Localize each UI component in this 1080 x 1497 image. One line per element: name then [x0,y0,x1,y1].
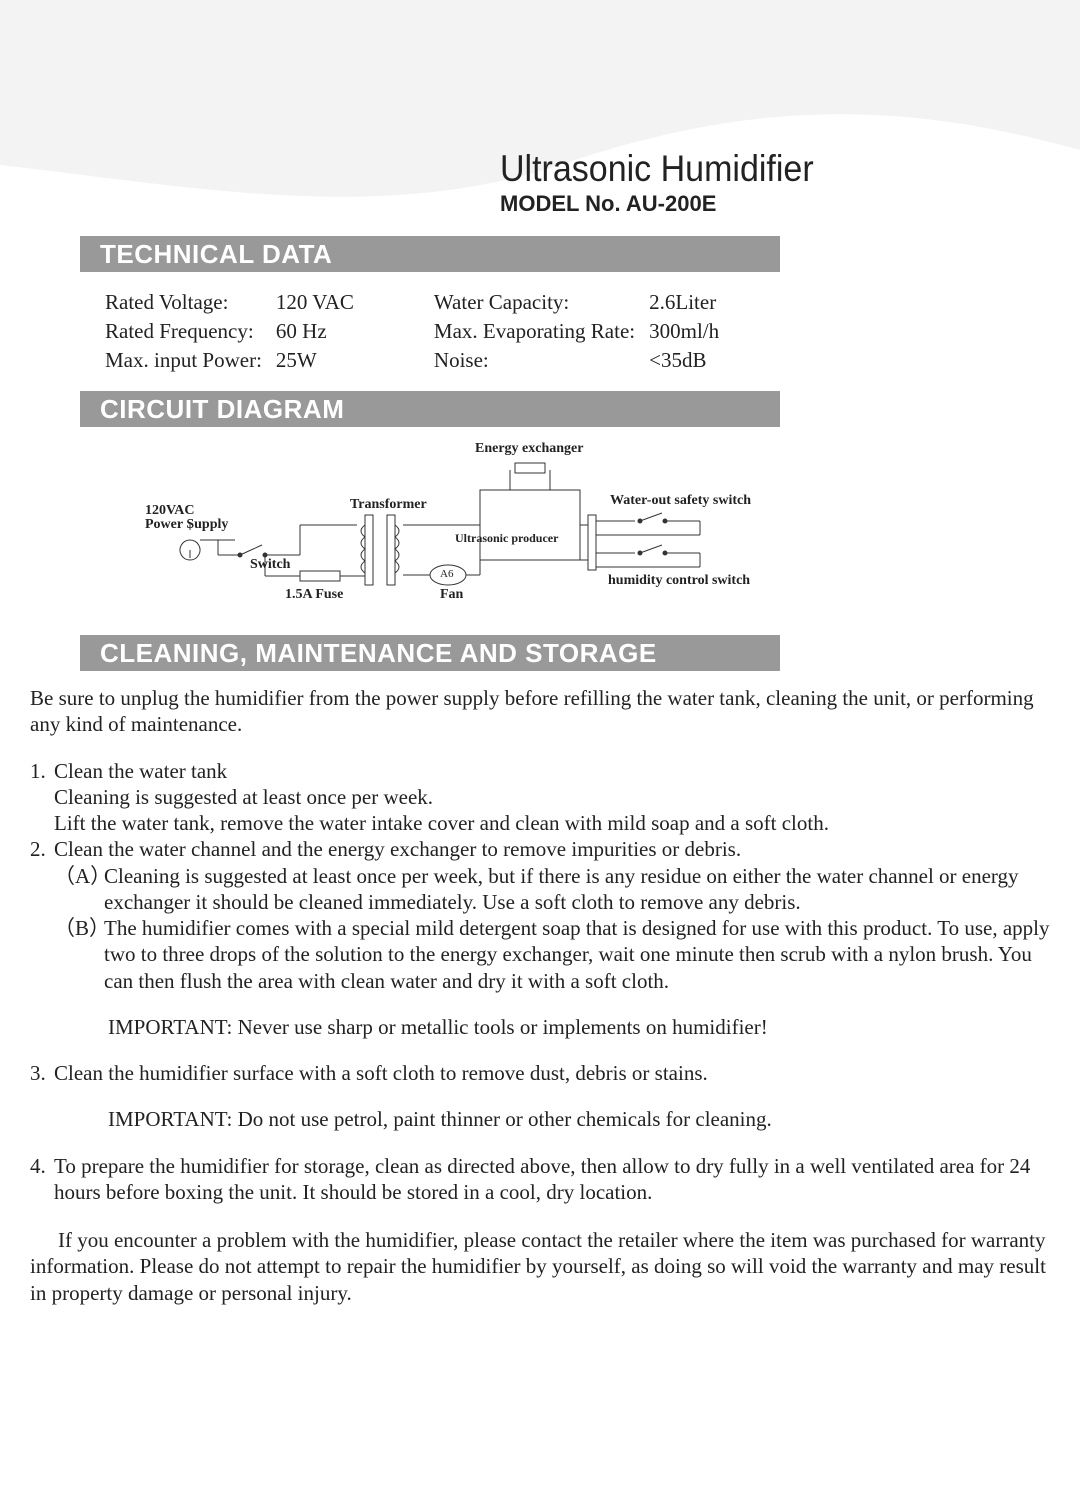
header-swoosh-area: Ultrasonic Humidifier MODEL No. AU-200E [0,0,1080,230]
tech-value: 120 VAC [276,290,354,315]
diagram-label: Ultrasonic producer [455,531,558,546]
section-title: CLEANING, MAINTENANCE AND STORAGE [100,638,657,669]
tech-col-left: Rated Voltage: Rated Frequency: Max. inp… [105,290,354,373]
important-note: IMPORTANT: Never use sharp or metallic t… [108,1014,1050,1040]
tech-label: Rated Voltage: [105,290,262,315]
tech-value: 300ml/h [649,319,719,344]
item1-line: Cleaning is suggested at least once per … [54,784,1050,810]
tech-value: 25W [276,348,354,373]
sub-letter: （B） [54,915,104,994]
diagram-label: humidity control switch [608,573,750,589]
diagram-label: Water-out safety switch [610,493,751,509]
section-title: TECHNICAL DATA [100,239,332,270]
list-number: 2. [30,836,54,862]
tech-label: Max. Evaporating Rate: [434,319,635,344]
list-number: 3. [30,1060,54,1086]
item2-A: Cleaning is suggested at least once per … [104,863,1050,916]
content: TECHNICAL DATA Rated Voltage: Rated Freq… [0,236,1080,1306]
section-bar-circuit: CIRCUIT DIAGRAM [80,391,780,427]
list-number: 1. [30,758,54,784]
footer-paragraph: If you encounter a problem with the humi… [30,1227,1050,1306]
important-note: IMPORTANT: Do not use petrol, paint thin… [108,1106,1050,1132]
cleaning-list: 1.Clean the water tank Cleaning is sugge… [30,758,1050,1306]
sub-letter: （A） [54,863,104,916]
list-number: 4. [30,1153,54,1206]
tech-value: <35dB [649,348,719,373]
tech-label: Max. input Power: [105,348,262,373]
diagram-label: Transformer [350,497,427,513]
title-block: Ultrasonic Humidifier MODEL No. AU-200E [500,150,814,217]
item2-title: Clean the water channel and the energy e… [54,836,741,862]
tech-label: Water Capacity: [434,290,635,315]
circuit-diagram: Energy exchanger 120VAC Power Supply Tra… [90,435,790,625]
item2-B: The humidifier comes with a special mild… [104,915,1050,994]
diagram-label: Energy exchanger [475,441,583,457]
tech-value: 2.6Liter [649,290,719,315]
item3: Clean the humidifier surface with a soft… [54,1060,708,1086]
cleaning-intro: Be sure to unplug the humidifier from th… [30,685,1050,738]
section-bar-technical: TECHNICAL DATA [80,236,780,272]
tech-label: Noise: [434,348,635,373]
product-title: Ultrasonic Humidifier [500,148,814,191]
item1-title: Clean the water tank [54,758,227,784]
section-title: CIRCUIT DIAGRAM [100,394,344,425]
section-bar-cleaning: CLEANING, MAINTENANCE AND STORAGE [80,635,780,671]
item1-line: Lift the water tank, remove the water in… [54,810,1050,836]
item4: To prepare the humidifier for storage, c… [54,1153,1050,1206]
tech-value: 60 Hz [276,319,354,344]
diagram-label: A6 [440,568,453,580]
tech-label: Rated Frequency: [105,319,262,344]
model-number: MODEL No. AU-200E [500,191,814,217]
tech-col-right: Water Capacity: Max. Evaporating Rate: N… [434,290,719,373]
technical-data-grid: Rated Voltage: Rated Frequency: Max. inp… [105,290,1050,373]
diagram-label: Fan [440,587,463,603]
diagram-label: Switch [250,557,290,573]
diagram-label: Power Supply [145,517,228,533]
diagram-label: 1.5A Fuse [285,587,343,603]
